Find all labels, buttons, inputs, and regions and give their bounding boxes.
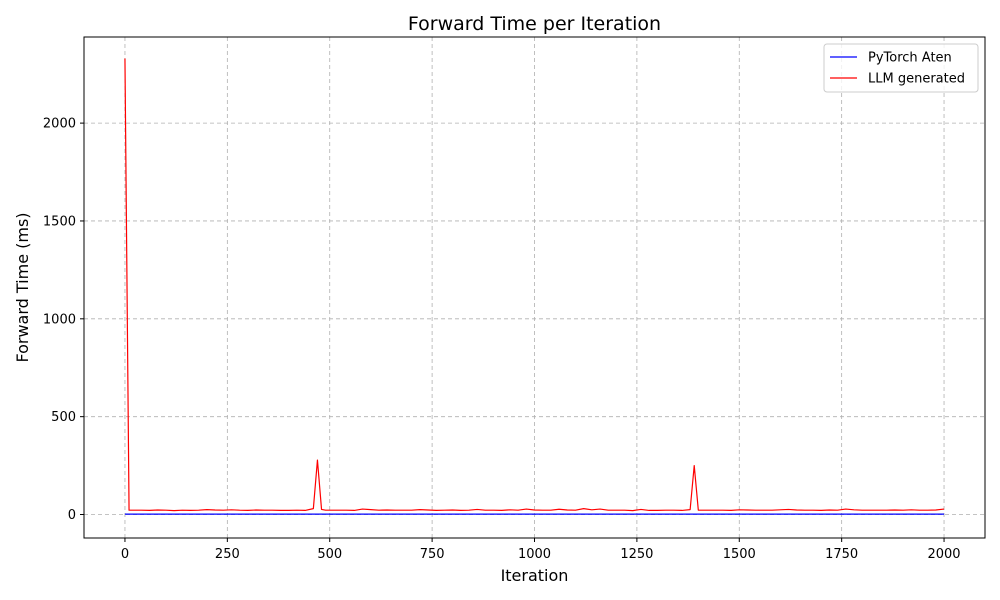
x-tick-label: 0	[121, 547, 129, 562]
x-tick-label: 250	[215, 547, 240, 562]
x-tick-label: 1500	[723, 547, 756, 562]
y-axis-label: Forward Time (ms)	[13, 212, 32, 362]
plot-series	[124, 58, 945, 515]
y-tick-label: 500	[51, 410, 76, 425]
y-tick-label: 1000	[43, 312, 76, 327]
y-tick-label: 2000	[43, 117, 76, 132]
axes-ticks: 0 250 500 750 1000 1250 1500 1750 2000 0 500 1000 15…	[43, 117, 961, 562]
legend: PyTorch Aten LLM generated	[823, 43, 979, 93]
y-tick-label: 1500	[43, 214, 76, 229]
legend-label-2: LLM generated	[868, 72, 965, 87]
x-tick-label: 1750	[825, 547, 858, 562]
legend-label-1: PyTorch Aten	[868, 51, 952, 66]
legend-box	[823, 43, 979, 93]
x-axis-label: Iteration	[501, 566, 569, 585]
x-tick-label: 750	[420, 547, 445, 562]
y-tick-label: 0	[68, 508, 76, 523]
x-tick-label: 2000	[927, 547, 960, 562]
x-tick-label: 1250	[620, 547, 653, 562]
series-line-2	[124, 58, 945, 512]
x-tick-label: 1000	[518, 547, 551, 562]
x-tick-label: 500	[317, 547, 342, 562]
chart-title: Forward Time per Iteration	[408, 13, 661, 35]
